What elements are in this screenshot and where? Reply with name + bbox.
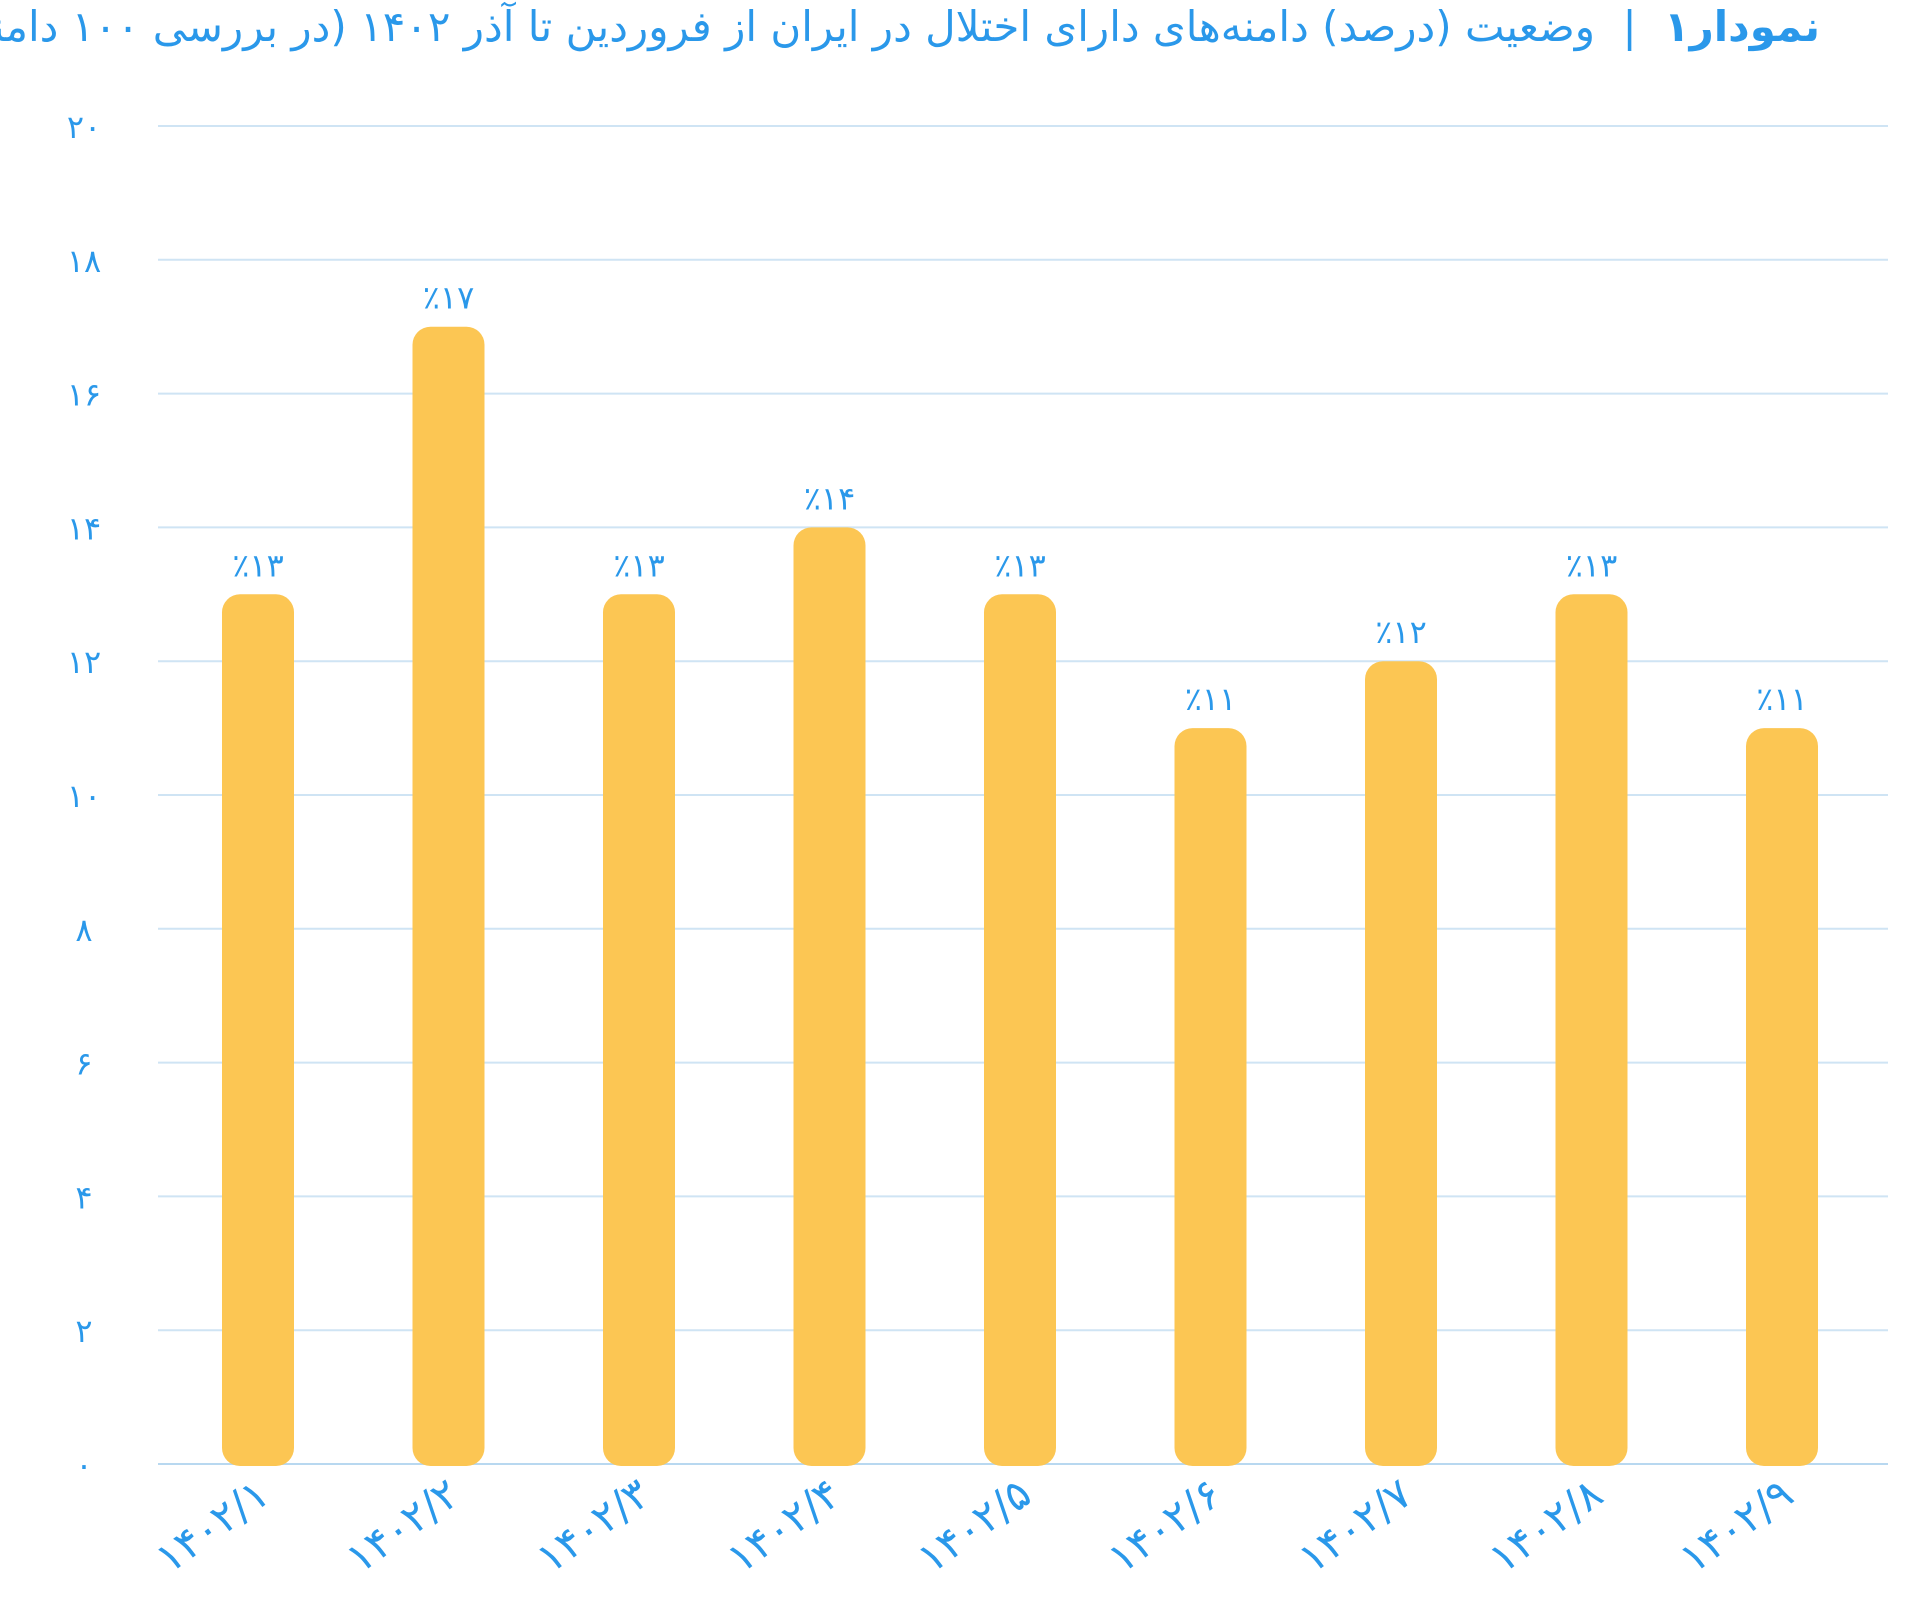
- chart-title-main: نمودار۱: [1663, 2, 1820, 51]
- y-tick-label: ۱۴: [67, 509, 101, 547]
- data-label: ٪۱۳: [994, 546, 1046, 584]
- y-tick-label: ۴: [75, 1178, 92, 1216]
- bar: [412, 326, 485, 1467]
- x-tick-label: ۱۴۰۲/۵: [908, 1468, 1040, 1582]
- y-tick-label: ۸: [75, 911, 92, 949]
- bar: [1174, 728, 1247, 1466]
- bars: [222, 326, 1818, 1467]
- x-tick-label: ۱۴۰۲/۷: [1289, 1468, 1421, 1582]
- data-label: ٪۱۴: [804, 479, 856, 517]
- y-tick-label: ۲۰: [67, 108, 101, 146]
- data-label: ٪۱۷: [423, 279, 475, 317]
- chart-title: نمودار۱ | وضعیت (درصد) دامنه‌های دارای ا…: [0, 2, 1820, 51]
- data-label: ٪۱۱: [1756, 680, 1808, 718]
- x-tick-label: ۱۴۰۲/۳: [527, 1468, 659, 1582]
- x-tick-label: ۱۴۰۲/۹: [1670, 1468, 1802, 1582]
- x-tick-label: ۱۴۰۲/۲: [337, 1468, 469, 1582]
- data-label: ٪۱۳: [613, 546, 665, 584]
- y-tick-label: ۱۸: [67, 242, 101, 280]
- title-separator: |: [1622, 2, 1637, 51]
- data-label: ٪۱۳: [1566, 546, 1618, 584]
- x-axis-tick-labels: ۱۴۰۲/۱ ۱۴۰۲/۲ ۱۴۰۲/۳ ۱۴۰۲/۴ ۱۴۰۲/۵ ۱۴۰۲/۶ ۱۴۰۲…: [146, 1468, 1802, 1582]
- bar: [1555, 594, 1628, 1466]
- y-tick-label: ۰: [75, 1446, 92, 1484]
- bar: [793, 527, 866, 1466]
- y-tick-label: ۶: [75, 1045, 92, 1083]
- data-labels: ٪۱۳ ٪۱۷ ٪۱۳ ٪۱۴ ٪۱۳ ٪۱۱ ٪۱۲ ٪۱۳ ٪۱۱: [232, 279, 1808, 718]
- bar: [984, 594, 1056, 1466]
- y-tick-label: ۱۲: [67, 643, 101, 681]
- y-axis-tick-labels: ۰ ۲ ۴ ۶ ۸ ۱۰ ۱۲ ۱۴ ۱۶ ۱۸ ۲۰: [67, 108, 101, 1484]
- y-tick-label: ۱۰: [67, 777, 101, 815]
- y-tick-label: ۲: [75, 1312, 92, 1350]
- bar: [1365, 661, 1437, 1466]
- x-tick-label: ۱۴۰۲/۸: [1480, 1468, 1612, 1582]
- chart-subtitle: وضعیت (درصد) دامنه‌های دارای اختلال در ا…: [0, 2, 1596, 51]
- data-label: ٪۱۱: [1185, 680, 1237, 718]
- data-label: ٪۱۲: [1375, 613, 1427, 651]
- data-label: ٪۱۳: [232, 546, 284, 584]
- y-tick-label: ۱۶: [67, 376, 101, 414]
- bar: [1746, 728, 1818, 1466]
- bar: [222, 594, 294, 1466]
- bar: [603, 594, 675, 1466]
- x-tick-label: ۱۴۰۲/۶: [1099, 1468, 1231, 1582]
- x-tick-label: ۱۴۰۲/۱: [146, 1468, 278, 1582]
- x-tick-label: ۱۴۰۲/۴: [718, 1468, 850, 1582]
